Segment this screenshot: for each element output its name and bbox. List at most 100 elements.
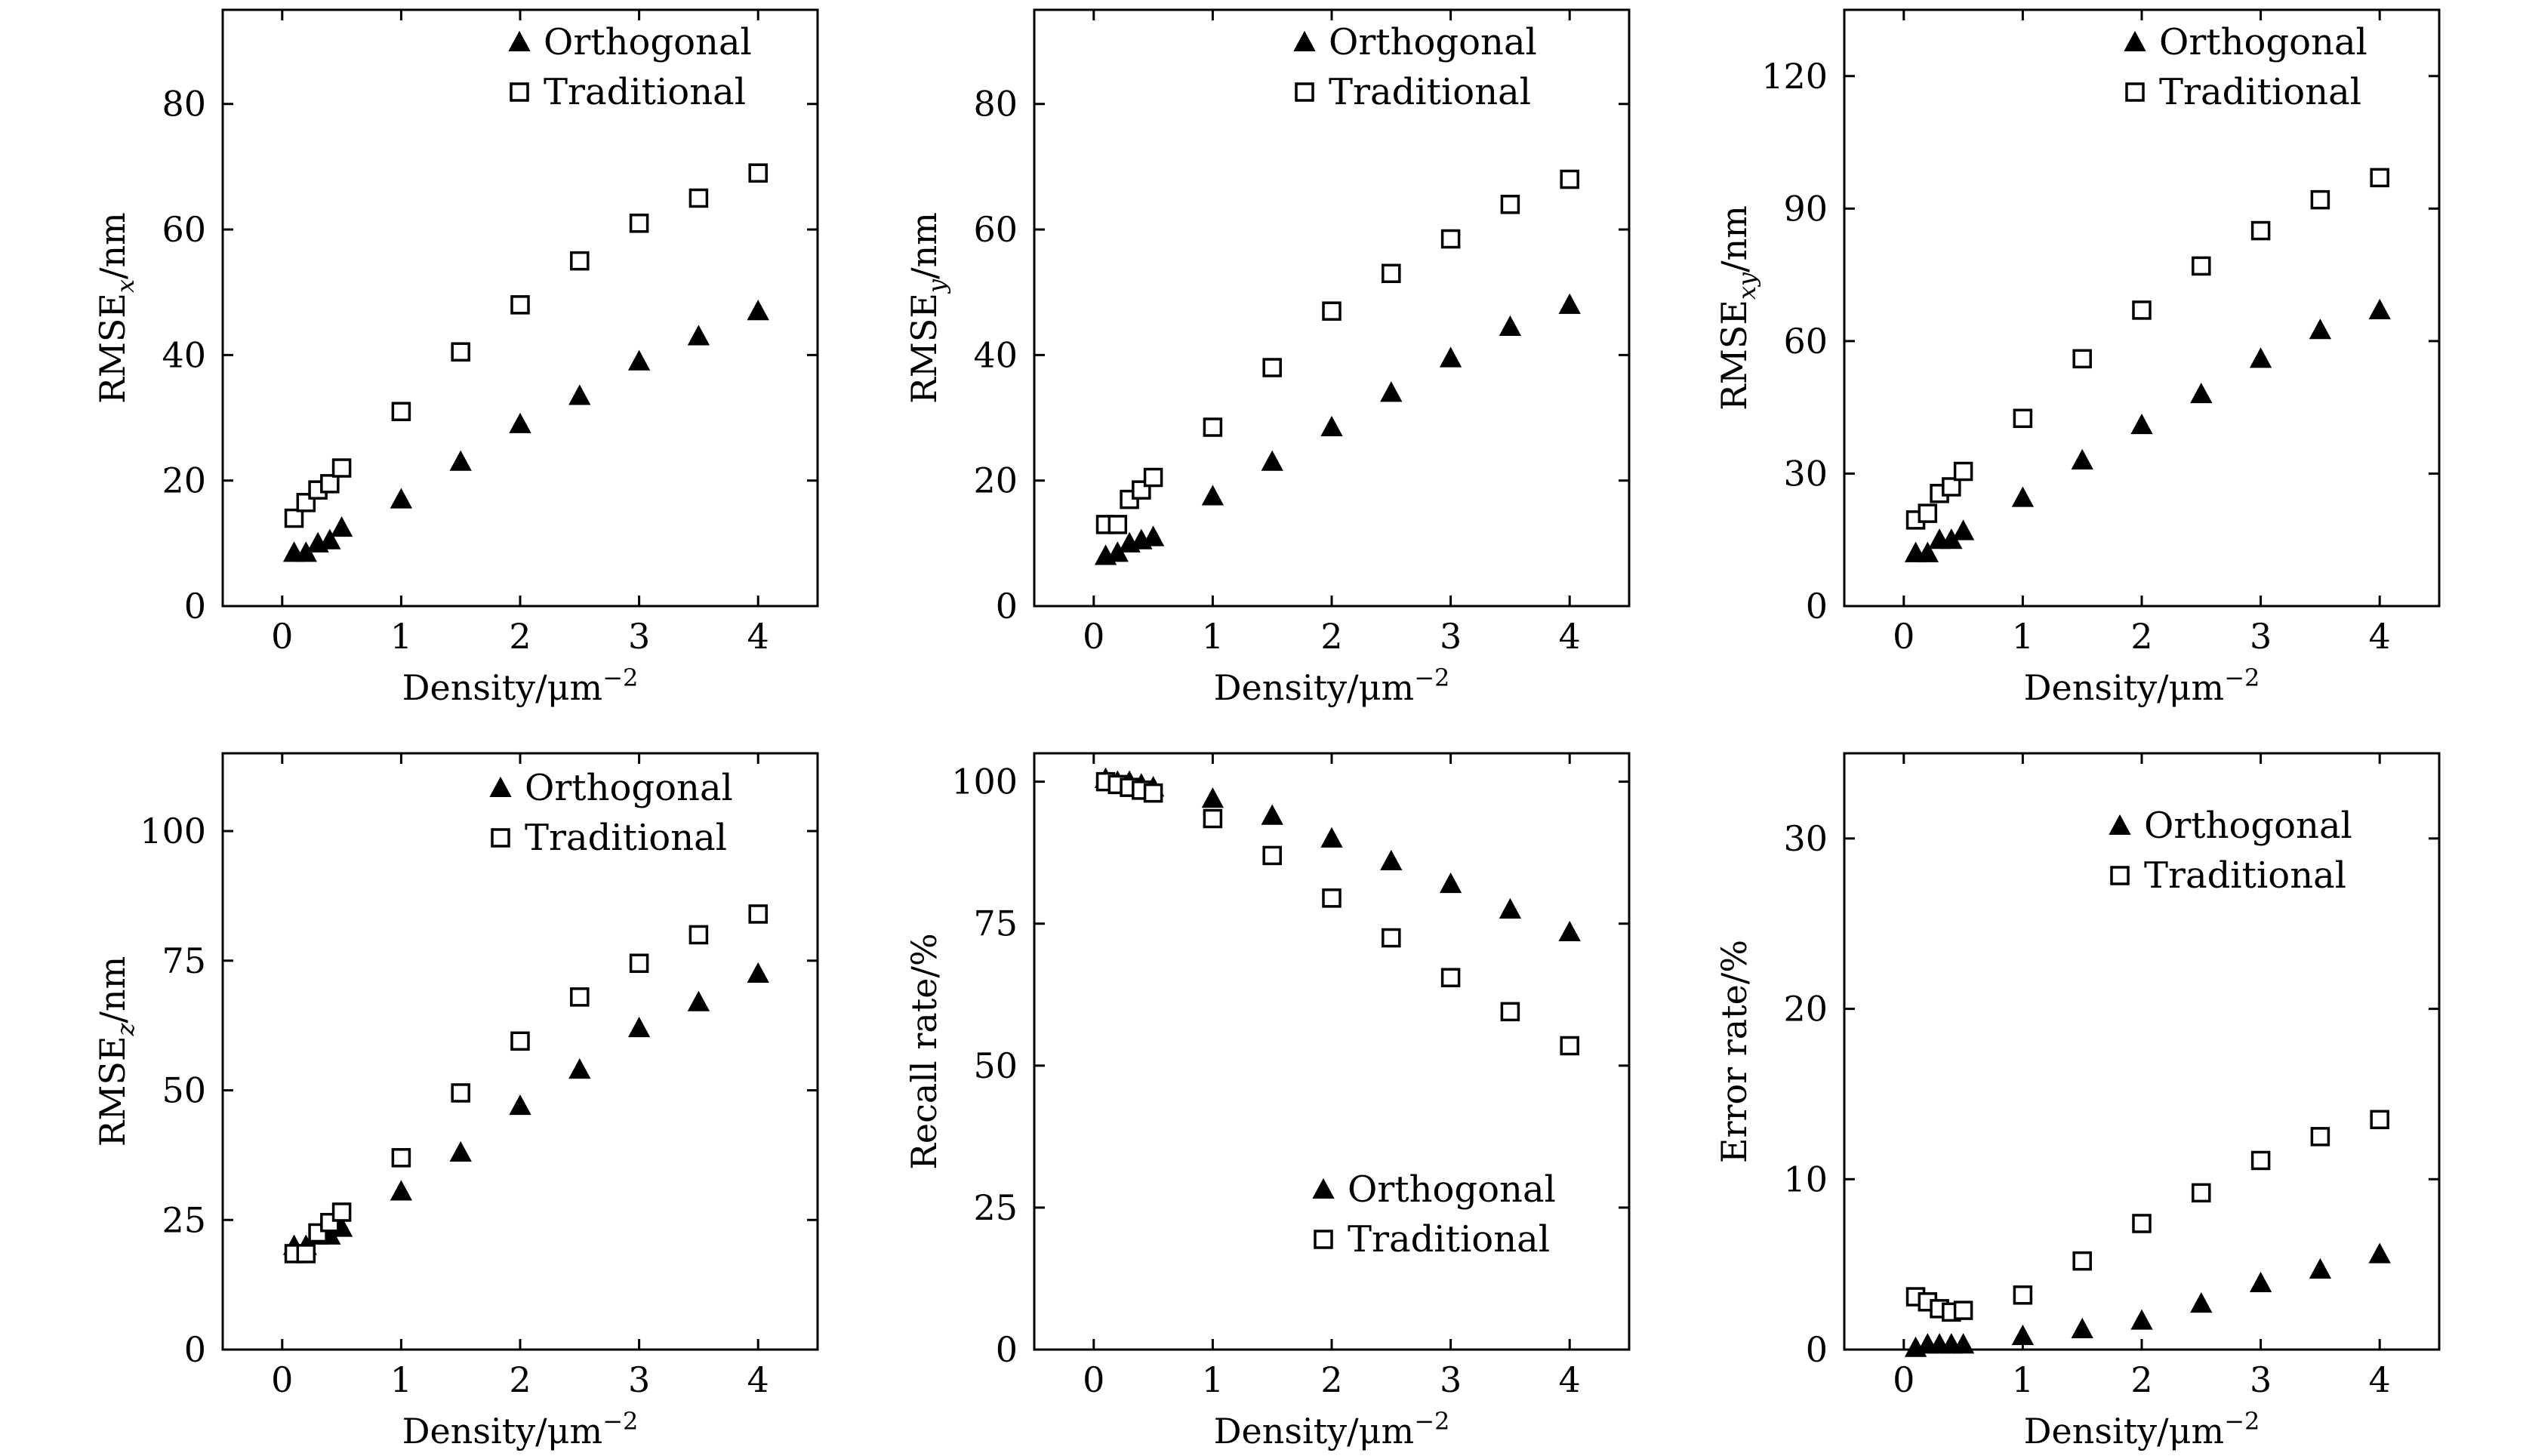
y-tick-label: 60: [162, 209, 206, 250]
series-traditional: [284, 163, 768, 528]
point-orthogonal: [1951, 519, 1975, 540]
legend-traditional-marker: [491, 828, 510, 848]
legend-traditional-marker: [510, 82, 529, 102]
point-traditional: [2250, 1150, 2271, 1171]
legend-traditional-label: Traditional: [525, 817, 727, 859]
point-orthogonal: [1439, 872, 1462, 894]
point-traditional: [1107, 515, 1128, 534]
point-orthogonal: [390, 488, 413, 509]
x-tick-label: 2: [509, 1359, 531, 1400]
y-axis-label: Error rate/%: [1714, 940, 1754, 1163]
point-traditional: [510, 295, 530, 315]
legend-orthogonal-marker: [489, 776, 512, 798]
x-tick-label: 0: [271, 1359, 293, 1400]
legend-traditional-marker: [1314, 1230, 1333, 1249]
legend-orthogonal-marker: [1293, 30, 1316, 52]
y-tick-label: 60: [1783, 321, 1828, 362]
x-tick-label: 1: [1202, 616, 1224, 657]
y-tick-label: 0: [1806, 586, 1828, 626]
x-tick-label: 3: [1440, 616, 1462, 657]
legend-traditional-label: Traditional: [1329, 71, 1531, 113]
point-traditional: [296, 1244, 316, 1264]
y-tick-label: 25: [162, 1199, 206, 1240]
point-traditional: [2250, 220, 2271, 241]
x-tick-label: 3: [628, 1359, 650, 1400]
y-tick-label: 30: [1783, 818, 1828, 859]
point-traditional: [1500, 1002, 1520, 1022]
chart-panel-5: 0 1 2 3 4 0 25 50 75 100 Density/μm−2 Recall rate/%…: [904, 752, 1631, 1451]
point-orthogonal: [1201, 485, 1224, 506]
point-orthogonal: [2368, 1242, 2391, 1264]
point-traditional: [1322, 888, 1342, 908]
chart-panel-3: 0 1 2 3 4 0 30 60 90 120 Density/μm−2 RMSExy/nm Orth…: [1714, 8, 2441, 708]
x-tick-label: 4: [747, 616, 769, 657]
point-orthogonal: [2071, 1317, 2093, 1338]
point-traditional: [1322, 301, 1342, 321]
point-orthogonal: [568, 384, 591, 405]
point-traditional: [1143, 467, 1163, 488]
point-orthogonal: [747, 300, 769, 321]
x-tick-label: 3: [1440, 1359, 1462, 1400]
point-orthogonal: [330, 516, 353, 537]
point-traditional: [1942, 477, 1961, 497]
point-orthogonal: [2011, 1324, 2035, 1345]
legend: Orthogonal Traditional: [1293, 21, 1537, 113]
y-tick-label: 40: [973, 334, 1018, 375]
series-orthogonal: [1904, 298, 2391, 562]
x-tick-label: 4: [1559, 1359, 1581, 1400]
point-orthogonal: [2130, 1309, 2153, 1330]
point-orthogonal: [449, 1140, 472, 1162]
y-tick-label: 80: [162, 84, 206, 125]
legend-traditional-label: Traditional: [544, 71, 746, 113]
series-traditional: [1905, 168, 2389, 530]
point-traditional: [1143, 783, 1163, 803]
point-traditional: [284, 508, 304, 528]
point-traditional: [2370, 1110, 2389, 1130]
point-orthogonal: [627, 1016, 651, 1038]
legend: Orthogonal Traditional: [508, 21, 752, 113]
point-orthogonal: [2190, 1291, 2213, 1313]
x-axis-label: Density/μm−2: [2024, 1407, 2260, 1451]
point-traditional: [1262, 358, 1282, 377]
x-tick-label: 4: [747, 1359, 769, 1400]
y-tick-label: 80: [973, 84, 1018, 125]
point-traditional: [510, 1031, 530, 1051]
x-tick-label: 0: [1893, 1359, 1915, 1400]
y-tick-label: 40: [162, 334, 206, 375]
point-traditional: [688, 188, 709, 208]
y-tick-label: 100: [140, 811, 206, 851]
x-tick-label: 0: [1083, 616, 1104, 657]
y-tick-label: 0: [184, 1329, 206, 1370]
x-axis-label: Density/μm−2: [1214, 1407, 1450, 1451]
point-orthogonal: [2071, 448, 2093, 469]
x-axis-label: Density/μm−2: [402, 1407, 639, 1451]
point-orthogonal: [1499, 897, 1522, 919]
point-traditional: [2370, 168, 2389, 188]
point-orthogonal: [568, 1057, 591, 1079]
x-tick-label: 1: [2012, 1359, 2034, 1400]
y-tick-label: 20: [162, 460, 206, 501]
legend-orthogonal-label: Orthogonal: [525, 767, 733, 809]
point-traditional: [1382, 263, 1401, 284]
point-traditional: [570, 251, 590, 271]
point-traditional: [320, 474, 340, 494]
point-orthogonal: [319, 528, 341, 549]
y-tick-label: 60: [973, 209, 1018, 250]
y-tick-label: 0: [996, 586, 1018, 626]
x-tick-label: 2: [2130, 1359, 2152, 1400]
point-orthogonal: [1320, 827, 1343, 848]
series-orthogonal: [1094, 293, 1581, 565]
point-orthogonal: [509, 412, 531, 433]
y-tick-label: 10: [1783, 1159, 1828, 1199]
y-tick-label: 20: [973, 460, 1018, 501]
point-traditional: [2192, 1183, 2211, 1203]
point-traditional: [1382, 928, 1401, 948]
x-axis-label: Density/μm−2: [402, 663, 639, 708]
point-traditional: [570, 987, 590, 1007]
x-tick-label: 1: [1202, 1359, 1224, 1400]
legend-orthogonal-marker: [2109, 814, 2131, 836]
legend-traditional-label: Traditional: [2144, 854, 2346, 897]
point-traditional: [1440, 968, 1461, 987]
y-tick-label: 75: [162, 940, 206, 981]
point-orthogonal: [2249, 347, 2272, 368]
